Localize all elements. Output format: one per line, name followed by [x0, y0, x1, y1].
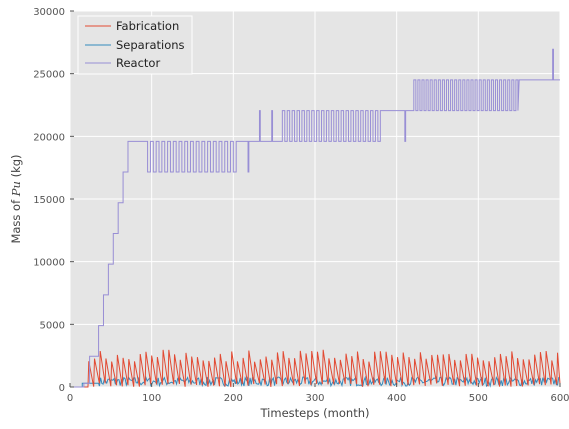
y-tick-label: 15000: [33, 195, 65, 206]
x-axis-title: Timesteps (month): [260, 406, 370, 420]
series-line-fabrication: [70, 349, 561, 388]
y-axis-title-prefix: Mass of: [9, 196, 23, 243]
series-layer: [70, 48, 561, 388]
y-tick-label: 20000: [33, 132, 65, 143]
x-tick-label: 600: [550, 393, 569, 404]
y-axis-title-symbol: Pu: [9, 181, 23, 197]
x-tick-label: 100: [142, 393, 161, 404]
y-tick-label: 10000: [33, 258, 65, 269]
x-tick-label: 500: [469, 393, 488, 404]
y-axis-title-suffix: (kg): [9, 154, 23, 181]
x-tick-label: 400: [387, 393, 406, 404]
y-axis-title: Mass of Pu (kg): [9, 154, 23, 243]
y-tick-label: 25000: [33, 70, 65, 81]
legend: Fabrication Separations Reactor: [77, 15, 193, 75]
legend-label-separations: Separations: [116, 38, 185, 52]
y-tick-label: 0: [59, 383, 65, 394]
legend-label-reactor: Reactor: [116, 56, 160, 70]
y-tick-label: 30000: [33, 7, 65, 18]
x-tick-label: 0: [67, 393, 73, 404]
y-tick-label: 5000: [40, 320, 65, 331]
series-line-reactor: [70, 48, 560, 388]
legend-label-fabrication: Fabrication: [116, 19, 179, 33]
x-tick-label: 300: [305, 393, 324, 404]
tick-labels: 0 100 200 300 400 500 600 0 5000 10000 15000 20000 2…: [33, 7, 569, 404]
x-tick-label: 200: [224, 393, 243, 404]
